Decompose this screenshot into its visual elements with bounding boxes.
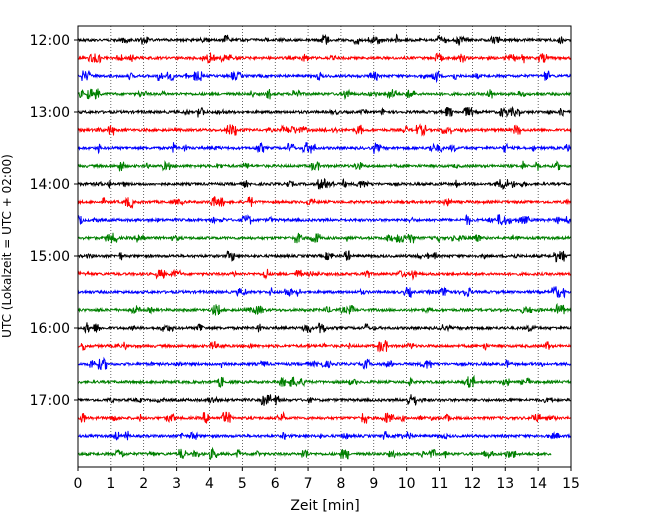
x-tick-label: 15 (562, 476, 580, 492)
plot-frame (77, 25, 572, 468)
trace-1730 (77, 430, 572, 441)
trace-1400 (77, 177, 572, 190)
y-tick-label: 17:00 (30, 393, 70, 409)
x-tick-label: 13 (496, 476, 514, 492)
y-tick-label: 14:00 (30, 177, 70, 193)
x-tick-label: 3 (172, 476, 181, 492)
y-tick-label: 15:00 (30, 249, 70, 265)
trace-1315 (77, 123, 572, 137)
trace-1230 (77, 70, 572, 84)
x-axis-ticks: 0 1 2 3 4 5 6 7 8 9 10 11 12 13 14 15 (74, 467, 580, 492)
x-tick-label: 9 (369, 476, 378, 492)
trace-1415 (77, 196, 572, 209)
trace-1245 (77, 88, 572, 101)
x-tick-label: 2 (139, 476, 148, 492)
seismic-traces (77, 33, 572, 460)
trace-1700 (77, 394, 572, 406)
trace-1645 (77, 374, 572, 388)
trace-1600 (77, 322, 572, 334)
x-tick-label: 14 (529, 476, 547, 492)
trace-1530 (77, 286, 572, 299)
x-axis-label: Zeit [min] (290, 498, 359, 514)
trace-1430 (77, 214, 572, 226)
y-tick-label: 16:00 (30, 321, 70, 337)
trace-1715 (77, 410, 571, 424)
trace-1500 (77, 250, 572, 263)
x-tick-label: 7 (304, 476, 313, 492)
y-tick-label: 12:00 (30, 33, 70, 49)
trace-1445 (77, 232, 572, 244)
trace-1215 (77, 52, 572, 64)
x-tick-label: 6 (271, 476, 280, 492)
x-tick-label: 5 (238, 476, 247, 492)
trace-1745 (77, 446, 552, 460)
x-tick-label: 10 (398, 476, 416, 492)
trace-1330 (77, 141, 572, 155)
x-tick-label: 11 (431, 476, 449, 492)
trace-1545 (77, 302, 572, 316)
trace-1300 (77, 105, 572, 118)
x-tick-label: 1 (106, 476, 115, 492)
y-tick-label: 13:00 (30, 105, 70, 121)
trace-1200 (77, 33, 572, 46)
x-tick-label: 8 (336, 476, 345, 492)
x-tick-label: 4 (205, 476, 214, 492)
y-axis-label: UTC (Lokalzeit = UTC + 02:00) (0, 154, 14, 338)
x-tick-label: 12 (463, 476, 481, 492)
trace-1615 (77, 340, 572, 353)
trace-1345 (77, 159, 572, 172)
y-axis-ticks: 12:00 13:00 14:00 15:00 16:00 17:00 (30, 33, 78, 409)
trace-1515 (77, 268, 572, 281)
trace-1630 (77, 356, 572, 371)
x-tick-label: 0 (74, 476, 83, 492)
